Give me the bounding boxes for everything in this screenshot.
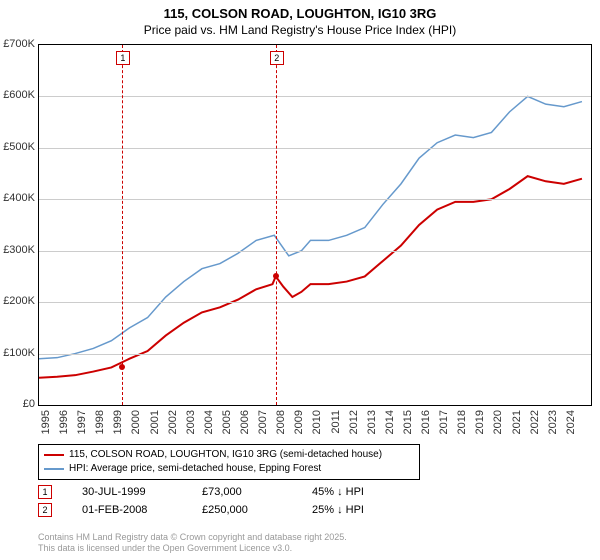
y-tick-label: £700K xyxy=(0,38,35,50)
table-row: 1 30-JUL-1999 £73,000 45% ↓ HPI xyxy=(38,485,364,499)
x-tick-label: 2019 xyxy=(474,410,486,450)
vline-marker: 1 xyxy=(116,51,130,65)
sale-dot xyxy=(119,364,125,370)
x-tick-label: 2002 xyxy=(167,410,179,450)
x-tick-label: 2013 xyxy=(366,410,378,450)
sale-date: 30-JUL-1999 xyxy=(82,486,172,498)
legend-item: 115, COLSON ROAD, LOUGHTON, IG10 3RG (se… xyxy=(44,448,414,462)
footer: Contains HM Land Registry data © Crown c… xyxy=(38,532,347,554)
plot-area: 12 xyxy=(38,44,592,406)
x-tick-label: 2018 xyxy=(456,410,468,450)
sale-price: £250,000 xyxy=(202,504,282,516)
y-tick-label: £200K xyxy=(0,295,35,307)
vline-marker: 2 xyxy=(270,51,284,65)
x-tick-label: 2005 xyxy=(221,410,233,450)
footer-line: Contains HM Land Registry data © Crown c… xyxy=(38,532,347,543)
legend-label: 115, COLSON ROAD, LOUGHTON, IG10 3RG (se… xyxy=(69,448,382,462)
y-tick-label: £500K xyxy=(0,141,35,153)
x-tick-label: 2007 xyxy=(257,410,269,450)
x-tick-label: 2003 xyxy=(185,410,197,450)
sales-table: 1 30-JUL-1999 £73,000 45% ↓ HPI 2 01-FEB… xyxy=(38,485,364,521)
footer-line: This data is licensed under the Open Gov… xyxy=(38,543,347,554)
sale-dot xyxy=(273,273,279,279)
x-tick-label: 2014 xyxy=(384,410,396,450)
x-tick-label: 1996 xyxy=(58,410,70,450)
x-tick-label: 2020 xyxy=(492,410,504,450)
x-tick-label: 2015 xyxy=(402,410,414,450)
sale-delta: 45% ↓ HPI xyxy=(312,486,364,498)
sale-date: 01-FEB-2008 xyxy=(82,504,172,516)
chart-subtitle: Price paid vs. HM Land Registry's House … xyxy=(0,21,600,37)
sale-marker: 1 xyxy=(38,485,52,499)
x-tick-label: 2012 xyxy=(348,410,360,450)
y-tick-label: £100K xyxy=(0,347,35,359)
x-tick-label: 2004 xyxy=(203,410,215,450)
x-tick-label: 2009 xyxy=(293,410,305,450)
sale-delta: 25% ↓ HPI xyxy=(312,504,364,516)
x-tick-label: 2016 xyxy=(420,410,432,450)
x-tick-label: 2022 xyxy=(529,410,541,450)
legend-swatch xyxy=(44,454,64,456)
x-tick-label: 2021 xyxy=(511,410,523,450)
y-tick-label: £0 xyxy=(0,398,35,410)
chart-container: 115, COLSON ROAD, LOUGHTON, IG10 3RG Pri… xyxy=(0,0,600,560)
x-tick-label: 2000 xyxy=(130,410,142,450)
x-tick-label: 2008 xyxy=(275,410,287,450)
y-tick-label: £600K xyxy=(0,89,35,101)
x-tick-label: 1995 xyxy=(40,410,52,450)
x-tick-label: 1999 xyxy=(112,410,124,450)
x-tick-label: 1997 xyxy=(76,410,88,450)
chart-title: 115, COLSON ROAD, LOUGHTON, IG10 3RG xyxy=(0,0,600,21)
x-tick-label: 2024 xyxy=(565,410,577,450)
sale-price: £73,000 xyxy=(202,486,282,498)
y-tick-label: £400K xyxy=(0,192,35,204)
x-tick-label: 1998 xyxy=(94,410,106,450)
legend-label: HPI: Average price, semi-detached house,… xyxy=(69,462,321,476)
legend-item: HPI: Average price, semi-detached house,… xyxy=(44,462,414,476)
x-tick-label: 2011 xyxy=(330,410,342,450)
x-tick-label: 2006 xyxy=(239,410,251,450)
x-tick-label: 2010 xyxy=(311,410,323,450)
sale-marker: 2 xyxy=(38,503,52,517)
x-tick-label: 2017 xyxy=(438,410,450,450)
y-tick-label: £300K xyxy=(0,244,35,256)
x-tick-label: 2001 xyxy=(149,410,161,450)
x-tick-label: 2023 xyxy=(547,410,559,450)
table-row: 2 01-FEB-2008 £250,000 25% ↓ HPI xyxy=(38,503,364,517)
legend-swatch xyxy=(44,468,64,470)
